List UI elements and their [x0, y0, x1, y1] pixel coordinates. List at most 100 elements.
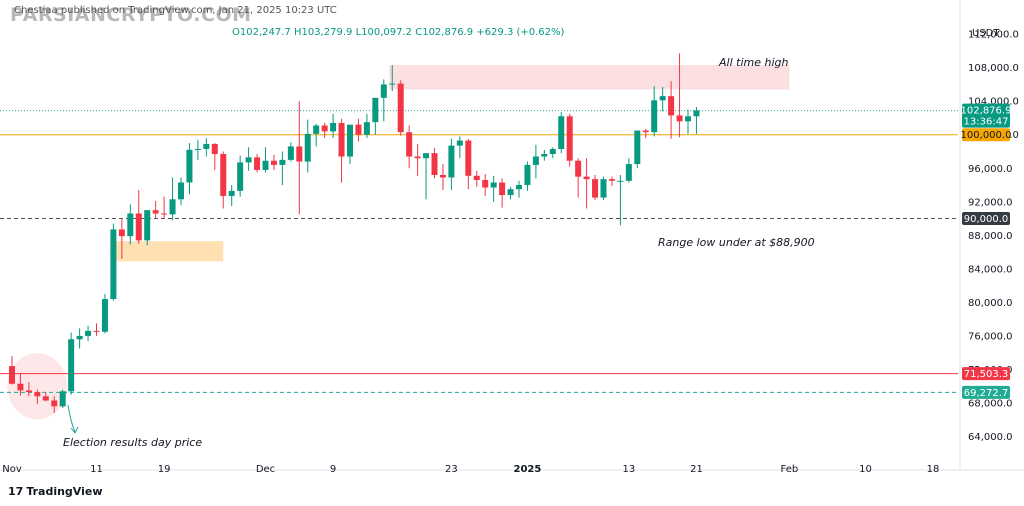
- candle-body: [313, 125, 320, 134]
- candle-body: [363, 122, 370, 135]
- horizontal-levels: [0, 110, 958, 393]
- candle-body: [85, 330, 92, 336]
- ath-annotation: All time high: [718, 56, 788, 69]
- level-71503-label-bg: [962, 367, 1010, 381]
- candle-body: [330, 122, 337, 132]
- candle-body: [59, 391, 66, 407]
- level-100k-label-bg: [962, 128, 1010, 142]
- x-tick-label: 11: [90, 464, 103, 475]
- candle-body: [17, 383, 24, 391]
- candle-body: [135, 213, 142, 241]
- candle-body: [296, 146, 303, 162]
- x-tick-label: 2025: [514, 464, 542, 475]
- change-value: +629.3 (+0.62%): [476, 27, 565, 38]
- candle-body: [676, 115, 683, 122]
- candle-body: [600, 179, 607, 198]
- candle-body: [668, 96, 675, 116]
- candle-body: [473, 175, 480, 180]
- candle-body: [642, 130, 649, 133]
- countdown-label: 13:36:47: [964, 117, 1009, 128]
- candles: [9, 53, 700, 414]
- candle-body: [659, 96, 666, 101]
- open-value: O102,247.7: [232, 27, 291, 38]
- y-tick-label: 64,000.0: [968, 432, 1013, 443]
- candle-body: [414, 156, 421, 159]
- candle-body: [127, 213, 134, 237]
- candle-body: [397, 83, 404, 133]
- candle-body: [685, 116, 691, 122]
- candle-body: [228, 190, 235, 196]
- x-tick-label: Nov: [2, 464, 22, 475]
- candle-body: [566, 116, 573, 161]
- level-71503-label: 71,503.3: [964, 369, 1009, 380]
- candle-body: [152, 210, 159, 214]
- price-axis[interactable]: 64,000.068,000.072,000.076,000.080,000.0…: [968, 30, 1019, 443]
- price-labels: 102,876.913:36:47 100,000.0 90,000.0 71,503…: [961, 103, 1012, 399]
- candle-body: [355, 124, 362, 135]
- candle-body: [448, 145, 455, 178]
- candle-body: [220, 154, 227, 196]
- x-tick-label: 13: [622, 464, 635, 475]
- candle-body: [161, 213, 168, 215]
- candle-body: [389, 83, 396, 85]
- candle-body: [347, 124, 353, 157]
- grid: [0, 0, 1024, 471]
- candle-body: [372, 97, 379, 123]
- x-tick-label: 10: [859, 464, 872, 475]
- level-100k-label: 100,000.0: [961, 130, 1012, 141]
- annotations: All time high Range low under at $88,900 E…: [63, 56, 815, 449]
- candle-body: [482, 179, 489, 188]
- level-90k-label-bg: [962, 212, 1010, 226]
- currency-unit[interactable]: USDT: [972, 28, 1000, 39]
- candle-body: [262, 160, 269, 170]
- y-tick-label: 108,000.0: [968, 63, 1019, 74]
- candle-body: [583, 176, 590, 180]
- time-axis[interactable]: Nov 11 19 Dec 9 23 2025 13 21 Feb 10 18: [2, 464, 939, 475]
- level-69272-label: 69,272.7: [964, 388, 1009, 399]
- level-90k-label: 90,000.0: [964, 214, 1009, 225]
- publisher-line: Chestiaa published on TradingView.com, J…: [14, 5, 337, 16]
- candle-body: [516, 185, 522, 190]
- tradingview-logo-icon: 17: [8, 485, 24, 498]
- x-tick-label: 18: [927, 464, 940, 475]
- zones: [7, 65, 790, 420]
- candle-body: [93, 330, 100, 332]
- candle-body: [625, 164, 632, 181]
- candle-body: [380, 84, 387, 98]
- candle-body: [118, 229, 125, 237]
- candle-body: [211, 143, 218, 155]
- election-highlight: [7, 353, 68, 420]
- candle-body: [270, 160, 277, 165]
- candle-body: [406, 132, 413, 157]
- candle-body: [439, 174, 446, 178]
- tradingview-brand[interactable]: 17 TradingView: [8, 485, 103, 498]
- election-annotation: Election results day price: [63, 436, 202, 449]
- election-arrowhead-icon: [70, 426, 79, 434]
- candle-body: [321, 125, 328, 132]
- candle-body: [68, 339, 75, 392]
- candle-body: [490, 182, 497, 188]
- candle-body: [456, 140, 463, 146]
- candle-body: [245, 157, 252, 163]
- candle-body: [42, 396, 49, 401]
- candle-body: [203, 143, 210, 149]
- candle-body: [25, 390, 32, 393]
- candle-body: [110, 229, 117, 300]
- candle-body: [592, 179, 599, 198]
- candle-body: [558, 116, 565, 149]
- current-price-label: 102,876.9: [961, 106, 1012, 117]
- candle-body: [101, 299, 108, 332]
- candle-body: [507, 189, 514, 196]
- y-tick-label: 104,000.0: [968, 97, 1019, 108]
- candle-body: [499, 182, 506, 196]
- candle-body: [693, 110, 700, 117]
- candle-body: [254, 157, 261, 170]
- ath-zone: [389, 65, 790, 90]
- candle-body: [51, 400, 58, 407]
- y-tick-label: 112,000.0: [968, 30, 1019, 41]
- x-tick-label: 9: [330, 464, 336, 475]
- candle-body: [194, 148, 201, 150]
- candle-body: [304, 133, 311, 162]
- candle-body: [575, 160, 582, 177]
